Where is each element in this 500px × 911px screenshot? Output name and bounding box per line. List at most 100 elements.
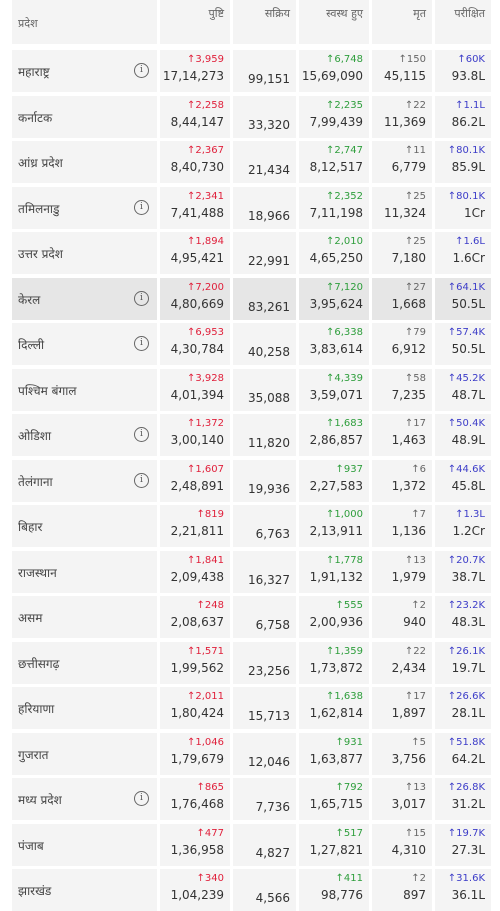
table-row[interactable]: झारखंड ↑340 1,04,239 4,566 ↑411 98,776 ↑… bbox=[0, 869, 500, 911]
state-cell[interactable]: पंजाब bbox=[12, 823, 157, 866]
state-cell[interactable]: उत्तर प्रदेश bbox=[12, 232, 157, 274]
tested-cell: ↑45.2K 48.7L bbox=[435, 368, 491, 411]
recovered-cell: ↑1,000 2,13,911 bbox=[299, 505, 369, 547]
tested-cell: ↑57.4K 50.5L bbox=[435, 323, 491, 365]
state-cell[interactable]: छत्तीसगढ़ bbox=[12, 641, 157, 684]
active-cell: 83,261 bbox=[233, 277, 296, 320]
active-value: 7,736 bbox=[255, 800, 290, 814]
info-icon[interactable]: i bbox=[134, 290, 149, 306]
deceased-cell: ↑13 1,979 bbox=[372, 550, 432, 593]
table-row[interactable]: तमिलनाडु i ↑2,341 7,41,488 18,966 ↑2,352… bbox=[0, 186, 500, 229]
info-icon[interactable]: i bbox=[134, 63, 149, 78]
state-cell[interactable]: पश्चिम बंगाल bbox=[12, 368, 157, 411]
state-cell[interactable]: तमिलनाडु i bbox=[12, 186, 157, 229]
active-cell: 35,088 bbox=[233, 368, 296, 411]
recovered-delta: ↑411 bbox=[335, 873, 363, 884]
confirmed-cell: ↑2,258 8,44,147 bbox=[160, 95, 230, 138]
confirmed-delta: ↑2,258 bbox=[186, 99, 224, 111]
state-cell[interactable]: झारखंड bbox=[12, 869, 157, 911]
state-cell[interactable]: असम bbox=[12, 596, 157, 638]
table-row[interactable]: पश्चिम बंगाल ↑3,928 4,01,394 35,088 ↑4,3… bbox=[0, 368, 500, 411]
tested-delta: ↑51.8K bbox=[447, 736, 485, 748]
state-cell[interactable]: केरल i bbox=[12, 277, 157, 320]
tested-cell: ↑64.1K 50.5L bbox=[435, 277, 491, 320]
recovered-delta: ↑555 bbox=[335, 600, 363, 611]
deceased-cell: ↑2 940 bbox=[372, 596, 432, 638]
header-recovered[interactable]: स्वस्थ हुए bbox=[299, 0, 369, 44]
tested-delta: ↑26.1K bbox=[447, 645, 485, 657]
recovered-cell: ↑555 2,00,936 bbox=[299, 596, 369, 638]
table-row[interactable]: आंध्र प्रदेश ↑2,367 8,40,730 21,434 ↑2,7… bbox=[0, 141, 500, 183]
table-row[interactable]: केरल i ↑7,200 4,80,669 83,261 ↑7,120 3,9… bbox=[0, 277, 500, 320]
table-row[interactable]: दिल्ली i ↑6,953 4,30,784 40,258 ↑6,338 3… bbox=[0, 323, 500, 365]
tested-cell: ↑50.4K 48.9L bbox=[435, 414, 491, 456]
state-cell[interactable]: गुजरात bbox=[12, 732, 157, 775]
state-name: तमिलनाडु bbox=[18, 201, 60, 216]
active-value: 18,966 bbox=[248, 208, 290, 223]
state-cell[interactable]: कर्नाटक bbox=[12, 95, 157, 138]
table-row[interactable]: असम ↑248 2,08,637 6,758 ↑555 2,00,936 ↑2… bbox=[0, 596, 500, 638]
state-name: छत्तीसगढ़ bbox=[18, 656, 60, 671]
state-name: आंध्र प्रदेश bbox=[18, 156, 63, 170]
state-name: केरल bbox=[18, 292, 41, 307]
tested-value: 48.9L bbox=[451, 433, 485, 447]
state-cell[interactable]: आंध्र प्रदेश bbox=[12, 141, 157, 183]
header-state[interactable]: प्रदेश bbox=[12, 0, 157, 44]
recovered-value: 2,00,936 bbox=[309, 615, 363, 629]
table-row[interactable]: महाराष्ट्र i ↑3,959 17,14,273 99,151 ↑6,… bbox=[0, 50, 500, 92]
confirmed-cell: ↑3,959 17,14,273 bbox=[160, 50, 230, 92]
recovered-value: 1,62,814 bbox=[309, 706, 363, 720]
tested-value: 50.5L bbox=[451, 342, 485, 356]
table-row[interactable]: उत्तर प्रदेश ↑1,894 4,95,421 22,991 ↑2,0… bbox=[0, 232, 500, 274]
active-cell: 18,966 bbox=[233, 186, 296, 229]
confirmed-value: 1,04,239 bbox=[170, 888, 224, 902]
state-cell[interactable]: महाराष्ट्र i bbox=[12, 50, 157, 92]
header-confirmed[interactable]: पुष्टि bbox=[160, 0, 230, 44]
tested-delta: ↑23.2K bbox=[447, 600, 485, 611]
table-row[interactable]: पंजाब ↑477 1,36,958 4,827 ↑517 1,27,821 … bbox=[0, 823, 500, 866]
state-name: राजस्थान bbox=[18, 565, 57, 580]
info-icon[interactable]: i bbox=[134, 199, 149, 215]
deceased-value: 6,912 bbox=[391, 342, 426, 356]
active-cell: 15,713 bbox=[233, 687, 296, 729]
state-cell[interactable]: ओडिशा i bbox=[12, 414, 157, 456]
recovered-cell: ↑7,120 3,95,624 bbox=[299, 277, 369, 320]
deceased-value: 3,756 bbox=[391, 751, 426, 766]
table-row[interactable]: तेलंगाना i ↑1,607 2,48,891 19,936 ↑937 2… bbox=[0, 459, 500, 502]
table-row[interactable]: मध्य प्रदेश i ↑865 1,76,468 7,736 ↑792 1… bbox=[0, 778, 500, 820]
deceased-cell: ↑11 6,779 bbox=[372, 141, 432, 183]
table-row[interactable]: ओडिशा i ↑1,372 3,00,140 11,820 ↑1,683 2,… bbox=[0, 414, 500, 456]
header-deceased[interactable]: मृत bbox=[372, 0, 432, 44]
table-row[interactable]: बिहार ↑819 2,21,811 6,763 ↑1,000 2,13,91… bbox=[0, 505, 500, 547]
table-row[interactable]: गुजरात ↑1,046 1,79,679 12,046 ↑931 1,63,… bbox=[0, 732, 500, 775]
tested-value: 48.7L bbox=[451, 387, 485, 402]
tested-cell: ↑44.6K 45.8L bbox=[435, 459, 491, 502]
state-cell[interactable]: दिल्ली i bbox=[12, 323, 157, 365]
table-row[interactable]: राजस्थान ↑1,841 2,09,438 16,327 ↑1,778 1… bbox=[0, 550, 500, 593]
info-icon[interactable]: i bbox=[134, 427, 149, 442]
recovered-value: 1,73,872 bbox=[309, 660, 363, 675]
header-active[interactable]: सक्रिय bbox=[233, 0, 296, 44]
header-tested[interactable]: परीक्षित bbox=[435, 0, 491, 44]
tested-delta: ↑26.6K bbox=[447, 691, 485, 702]
deceased-delta: ↑25 bbox=[404, 190, 426, 202]
info-icon[interactable]: i bbox=[134, 472, 149, 488]
table-row[interactable]: हरियाणा ↑2,011 1,80,424 15,713 ↑1,638 1,… bbox=[0, 687, 500, 729]
confirmed-cell: ↑248 2,08,637 bbox=[160, 596, 230, 638]
table-row[interactable]: कर्नाटक ↑2,258 8,44,147 33,320 ↑2,235 7,… bbox=[0, 95, 500, 138]
info-icon[interactable]: i bbox=[134, 336, 149, 351]
active-value: 21,434 bbox=[248, 163, 290, 177]
table-row[interactable]: छत्तीसगढ़ ↑1,571 1,99,562 23,256 ↑1,359 … bbox=[0, 641, 500, 684]
deceased-cell: ↑25 11,324 bbox=[372, 186, 432, 229]
deceased-value: 6,779 bbox=[391, 160, 426, 174]
recovered-value: 98,776 bbox=[321, 888, 363, 902]
state-cell[interactable]: बिहार bbox=[12, 505, 157, 547]
confirmed-delta: ↑1,841 bbox=[186, 554, 224, 566]
recovered-delta: ↑1,683 bbox=[325, 418, 363, 429]
state-cell[interactable]: हरियाणा bbox=[12, 687, 157, 729]
recovered-value: 1,91,132 bbox=[309, 569, 363, 584]
state-cell[interactable]: मध्य प्रदेश i bbox=[12, 778, 157, 820]
state-cell[interactable]: राजस्थान bbox=[12, 550, 157, 593]
state-cell[interactable]: तेलंगाना i bbox=[12, 459, 157, 502]
info-icon[interactable]: i bbox=[134, 791, 149, 806]
